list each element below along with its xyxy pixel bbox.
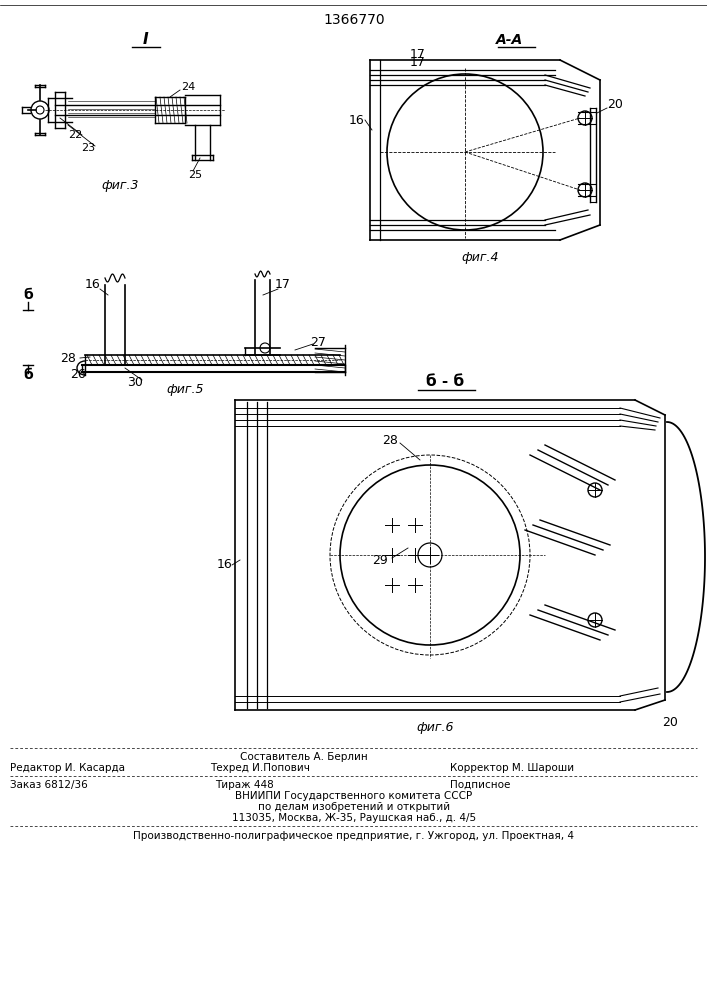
Text: б: б — [23, 368, 33, 382]
Text: 30: 30 — [127, 375, 143, 388]
Text: 17: 17 — [410, 55, 426, 68]
Text: 27: 27 — [310, 336, 326, 349]
Text: Техред И.Попович: Техред И.Попович — [210, 763, 310, 773]
Text: 25: 25 — [188, 170, 202, 180]
Text: Заказ 6812/36: Заказ 6812/36 — [10, 780, 88, 790]
Text: Тираж 448: Тираж 448 — [215, 780, 274, 790]
Text: 23: 23 — [81, 143, 95, 153]
Text: 28: 28 — [60, 352, 76, 364]
Text: 24: 24 — [181, 82, 195, 92]
Text: б: б — [23, 288, 33, 302]
Text: ВНИИПИ Государственного комитета СССР: ВНИИПИ Государственного комитета СССР — [235, 791, 472, 801]
Text: фиг.4: фиг.4 — [461, 251, 498, 264]
Text: 26: 26 — [70, 368, 86, 381]
Text: 16: 16 — [85, 278, 101, 292]
Text: Корректор М. Шароши: Корректор М. Шароши — [450, 763, 574, 773]
Text: 113035, Москва, Ж-35, Раушская наб., д. 4/5: 113035, Москва, Ж-35, Раушская наб., д. … — [232, 813, 476, 823]
Text: фиг.5: фиг.5 — [166, 383, 204, 396]
Text: Редактор И. Касарда: Редактор И. Касарда — [10, 763, 125, 773]
Text: 20: 20 — [607, 99, 623, 111]
Text: I: I — [142, 32, 148, 47]
Text: 16: 16 — [349, 113, 365, 126]
Text: фиг.3: фиг.3 — [101, 178, 139, 192]
Text: б - б: б - б — [426, 374, 464, 389]
Text: 1366770: 1366770 — [323, 13, 385, 27]
Text: по делам изобретений и открытий: по делам изобретений и открытий — [258, 802, 450, 812]
Text: фиг.6: фиг.6 — [416, 722, 454, 734]
Text: 16: 16 — [217, 558, 233, 572]
Text: 20: 20 — [662, 716, 678, 728]
Text: 17: 17 — [275, 278, 291, 292]
Text: Подписное: Подписное — [450, 780, 510, 790]
Text: Составитель А. Берлин: Составитель А. Берлин — [240, 752, 368, 762]
Text: А-А: А-А — [496, 33, 524, 47]
Text: 29: 29 — [372, 554, 388, 566]
Text: 22: 22 — [68, 130, 82, 140]
Text: Производственно-полиграфическое предприятие, г. Ужгород, ул. Проектная, 4: Производственно-полиграфическое предприя… — [134, 831, 575, 841]
Text: 28: 28 — [382, 434, 398, 446]
Text: 17: 17 — [410, 48, 426, 62]
